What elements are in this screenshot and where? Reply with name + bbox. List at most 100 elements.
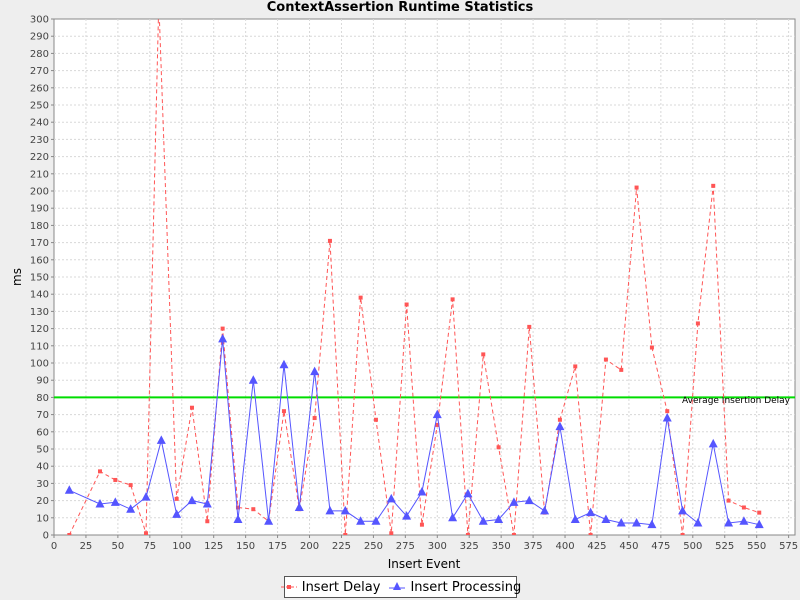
y-tick-label: 30 [36,479,49,490]
y-tick-label: 180 [30,221,49,232]
data-point-insert-processing [233,514,243,524]
data-point-insert-delay [603,357,608,362]
data-point-insert-delay [358,295,363,300]
data-point-insert-delay [588,533,593,535]
data-point-insert-delay [649,345,654,350]
x-tick-label: 375 [524,541,543,552]
y-axis-title: ms [10,268,24,286]
y-tick-label: 200 [30,187,49,198]
x-tick-label: 325 [460,541,479,552]
x-tick-label: 50 [112,541,125,552]
data-point-insert-delay [741,505,746,510]
data-point-insert-delay [389,531,394,535]
y-tick-label: 290 [30,32,49,43]
x-tick-label: 200 [300,541,319,552]
data-point-insert-processing [754,519,764,529]
y-tick-label: 130 [30,307,49,318]
data-point-insert-delay [711,183,716,188]
data-point-insert-processing [693,517,703,527]
y-tick-label: 210 [30,169,49,180]
data-point-insert-delay [511,533,516,535]
x-tick-label: 575 [779,541,798,552]
data-point-insert-delay [665,409,670,414]
x-tick-label: 175 [268,541,287,552]
data-point-insert-processing [509,497,519,506]
y-tick-label: 160 [30,255,49,266]
data-point-insert-delay [527,324,532,329]
data-point-insert-processing [632,517,642,527]
data-point-insert-processing [662,413,672,422]
y-tick-label: 220 [30,152,49,163]
data-point-insert-processing [218,333,228,343]
y-tick-label: 110 [30,341,49,352]
x-tick-label: 475 [651,541,670,552]
x-tick-label: 500 [683,541,702,552]
legend-item-insert-processing: Insert Processing [388,580,521,595]
y-tick-label: 20 [36,496,49,507]
data-point-insert-processing [448,512,458,522]
grid-lines [54,19,795,535]
data-point-insert-processing [463,488,473,498]
x-tick-label: 100 [172,541,191,552]
x-tick-label: 350 [492,541,511,552]
data-point-insert-processing [386,493,396,503]
data-point-insert-delay [174,496,179,501]
data-point-insert-processing [141,492,151,501]
data-point-insert-delay [450,297,455,302]
y-tick-label: 230 [30,135,49,146]
data-point-insert-processing [279,359,289,369]
data-point-insert-processing [478,516,488,525]
data-point-insert-delay [189,405,194,410]
y-tick-label: 170 [30,238,49,249]
data-point-insert-processing [540,505,550,515]
data-point-insert-delay [419,522,424,527]
data-point-insert-delay [404,302,409,307]
x-tick-label: 75 [143,541,156,552]
data-point-insert-delay [435,422,440,427]
data-point-insert-processing [616,517,626,527]
x-tick-label: 300 [428,541,447,552]
data-point-insert-delay [143,531,148,535]
legend-swatch-insert-delay [280,585,297,589]
data-point-insert-processing [417,487,427,496]
x-axis-title: Insert Event [388,557,461,571]
data-point-insert-processing [187,495,197,505]
data-point-insert-delay [680,533,685,535]
data-point-insert-processing [340,505,350,515]
y-tick-label: 280 [30,49,49,60]
data-point-insert-processing [264,516,274,525]
data-point-insert-processing [586,507,596,517]
series-line-insert-delay [68,19,760,535]
data-point-insert-delay [128,483,133,488]
y-tick-label: 240 [30,118,49,129]
chart-title: ContextAssertion Runtime Statistics [266,0,534,15]
data-point-insert-delay [619,367,624,372]
series-lines [64,19,764,535]
data-point-insert-processing [402,511,412,520]
axes: 0 10 20 30 40 50 60 70 80 90 100 110 120 130 140 150 160… [30,15,798,553]
data-point-insert-processing [371,516,381,525]
x-tick-label: 125 [204,541,223,552]
series-insert-processing [64,333,764,529]
data-point-insert-processing [156,435,166,444]
data-point-insert-processing [356,516,366,525]
y-tick-label: 80 [36,393,49,404]
y-tick-label: 70 [36,410,49,421]
data-point-insert-delay [634,185,639,190]
data-point-insert-delay [281,409,286,414]
data-point-insert-processing [724,517,734,527]
data-point-insert-delay [113,477,118,482]
y-tick-label: 10 [36,513,49,524]
y-tick-label: 150 [30,273,49,284]
data-point-insert-delay [327,238,332,243]
data-point-insert-delay [695,321,700,326]
x-tick-label: 525 [715,541,734,552]
data-point-insert-processing [294,502,304,511]
data-point-insert-delay [373,417,378,422]
data-point-insert-delay [557,417,562,422]
legend-label-insert-delay: Insert Delay [301,579,381,595]
x-tick-label: 150 [236,541,255,552]
data-point-insert-delay [235,505,240,510]
legend: Insert Delay Insert Processing [280,576,521,598]
